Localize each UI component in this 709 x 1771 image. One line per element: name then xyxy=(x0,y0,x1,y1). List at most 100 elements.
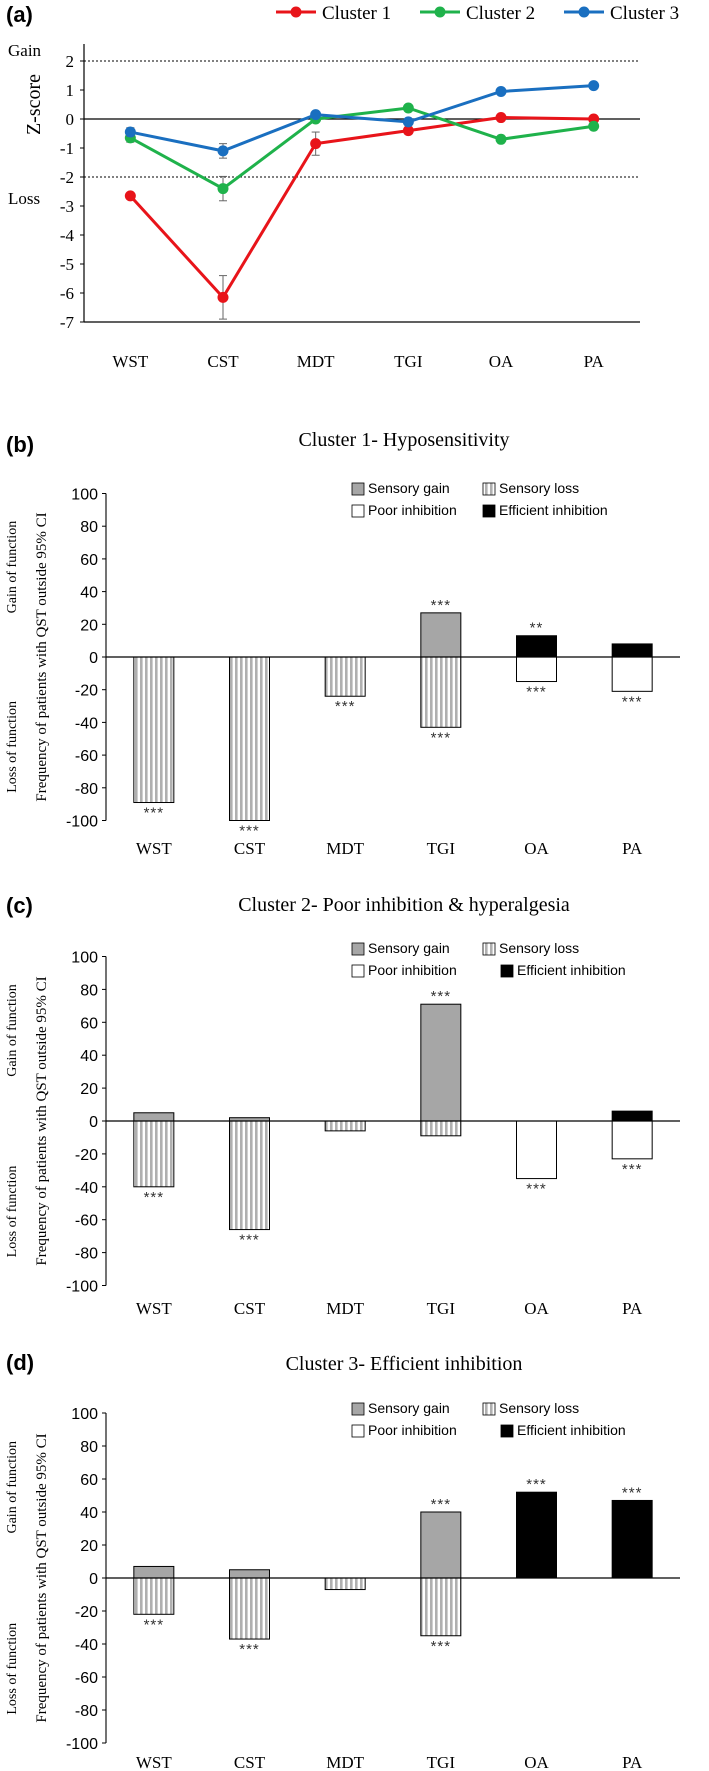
data-point xyxy=(402,116,414,128)
data-point xyxy=(588,80,600,92)
legend-marker xyxy=(290,6,302,18)
bar xyxy=(133,656,175,804)
significance-mark: *** xyxy=(239,1641,260,1658)
data-point xyxy=(217,145,229,157)
y-tick-label: -7 xyxy=(60,313,75,332)
bar xyxy=(229,1569,270,1579)
y-tick-label: 100 xyxy=(71,487,98,504)
loss-annotation: Loss xyxy=(8,189,40,208)
significance-mark: *** xyxy=(144,805,165,822)
y-tick-label: -60 xyxy=(75,1670,98,1687)
y-tick-label: 80 xyxy=(80,982,98,999)
bar xyxy=(324,1577,366,1591)
gain-annotation: Gain xyxy=(8,41,42,60)
data-point xyxy=(124,190,136,202)
gain-of-function-label: Gain of function xyxy=(5,1441,20,1534)
chart-title: Cluster 1- Hyposensitivity xyxy=(298,429,509,451)
y-tick-label: -5 xyxy=(60,255,74,274)
significance-mark: *** xyxy=(526,1476,547,1493)
bar xyxy=(324,656,366,697)
y-tick-label: -60 xyxy=(75,1213,98,1230)
y-tick-label: -60 xyxy=(75,748,98,765)
significance-mark: *** xyxy=(526,1181,547,1198)
data-point xyxy=(217,183,229,195)
y-tick-label: 100 xyxy=(71,1406,98,1423)
y-tick-label: -40 xyxy=(75,1637,98,1654)
legend-label: Sensory gain xyxy=(368,1400,450,1416)
x-tick-label: MDT xyxy=(326,1753,364,1771)
bar xyxy=(229,656,270,821)
significance-mark: *** xyxy=(144,1189,165,1206)
bar xyxy=(516,1120,557,1180)
y-tick-label: 100 xyxy=(71,950,98,967)
legend-label: Sensory gain xyxy=(368,480,450,496)
legend-label: Poor inhibition xyxy=(368,502,457,518)
y-tick-label: -4 xyxy=(60,226,75,245)
x-tick-label: CST xyxy=(234,1753,266,1771)
bar xyxy=(516,635,557,658)
y-tick-label: -20 xyxy=(75,683,98,700)
loss-of-function-label: Loss of function xyxy=(5,701,20,793)
x-tick-label: MDT xyxy=(326,839,364,858)
bar xyxy=(420,1003,462,1122)
x-tick-label: CST xyxy=(234,839,266,858)
series-line xyxy=(130,84,594,153)
y-axis-label: Frequency of patients with QST outside 9… xyxy=(34,1433,50,1722)
legend-swatch xyxy=(482,942,496,956)
x-tick-label: TGI xyxy=(427,1753,456,1771)
y-tick-label: 60 xyxy=(80,1015,98,1032)
y-tick-label: 0 xyxy=(89,650,98,667)
y-tick-label: 20 xyxy=(80,1081,98,1098)
legend-label: Efficient inhibition xyxy=(499,502,608,518)
significance-mark: *** xyxy=(431,597,452,614)
line-chart-zscore: 2 1 0 -1 -2 -3 -4 -5 -6 -7 Gain Loss Z-score WST CST MD… xyxy=(8,3,679,371)
legend-swatch xyxy=(500,1424,514,1438)
significance-mark: *** xyxy=(335,698,356,715)
significance-mark: *** xyxy=(431,1638,452,1655)
y-tick-label: -100 xyxy=(66,1736,98,1753)
legend-label: Poor inhibition xyxy=(368,962,457,978)
significance-mark: *** xyxy=(431,1496,452,1513)
data-point xyxy=(402,125,414,137)
x-tick-label: PA xyxy=(622,839,643,858)
x-tick-label: TGI xyxy=(427,839,456,858)
y-tick-label: -6 xyxy=(60,284,74,303)
loss-of-function-label: Loss of function xyxy=(5,1166,20,1258)
y-tick-label: -20 xyxy=(75,1147,98,1164)
y-tick-label: 40 xyxy=(80,1048,98,1065)
data-point xyxy=(402,102,414,114)
data-point xyxy=(495,85,507,97)
y-tick-label: 80 xyxy=(80,519,98,536)
x-tick-label: CST xyxy=(207,352,239,371)
legend-swatch xyxy=(351,1424,365,1438)
legend-label: Cluster 2 xyxy=(466,3,535,24)
y-tick-label: -40 xyxy=(75,715,98,732)
x-tick-label: OA xyxy=(524,1299,549,1318)
y-tick-label: 20 xyxy=(80,617,98,634)
y-axis-label: Z-score xyxy=(23,74,45,135)
x-tick-label: WST xyxy=(136,1299,173,1318)
legend-label: Efficient inhibition xyxy=(517,962,626,978)
y-tick-label: 20 xyxy=(80,1538,98,1555)
panel-letter-d: (d) xyxy=(6,1350,34,1375)
legend-label: Sensory loss xyxy=(499,940,579,956)
gain-of-function-label: Gain of function xyxy=(5,984,20,1077)
bar xyxy=(611,656,653,692)
chart-title: Cluster 3- Efficient inhibition xyxy=(286,1353,523,1375)
y-tick-label: -100 xyxy=(66,1279,98,1296)
significance-mark: *** xyxy=(622,1161,643,1178)
bar xyxy=(133,1565,175,1579)
bar-chart-cluster1: Cluster 1- Hyposensitivity 100 80 60 40 20 0 -2… xyxy=(5,429,680,858)
panel-letter-c: (c) xyxy=(6,893,33,918)
y-tick-label: 0 xyxy=(89,1114,98,1131)
x-tick-label: PA xyxy=(622,1299,643,1318)
y-tick-label: 40 xyxy=(80,1505,98,1522)
y-tick-label: -20 xyxy=(75,1604,98,1621)
significance-mark: *** xyxy=(526,684,547,701)
y-tick-label: 40 xyxy=(80,585,98,602)
bar xyxy=(133,1120,175,1188)
bar xyxy=(420,656,462,728)
legend-label: Sensory loss xyxy=(499,1400,579,1416)
x-tick-label: MDT xyxy=(326,1299,364,1318)
bar xyxy=(420,1120,462,1137)
